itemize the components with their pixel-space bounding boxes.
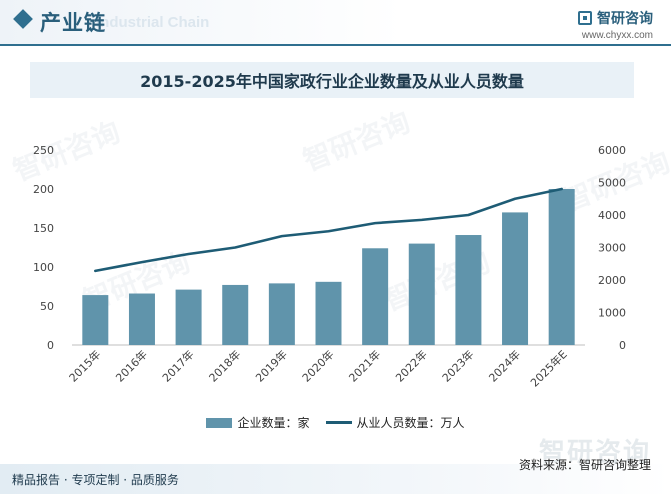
- footer-bar: 精品报告 · 专项定制 · 品质服务: [0, 464, 671, 494]
- bar: [268, 283, 295, 345]
- y-right-tick-label: 0: [619, 339, 626, 352]
- y-right-tick-label: 3000: [598, 242, 626, 255]
- x-tick-label: 2021年: [346, 347, 383, 384]
- y-right-tick-label: 2000: [598, 274, 626, 287]
- bar: [222, 284, 249, 345]
- brand-logo-icon: [578, 11, 592, 25]
- y-left-tick-label: 0: [47, 339, 54, 352]
- section-title: 产业链: [40, 11, 106, 35]
- section-subtitle: Industrial Chain: [96, 14, 210, 31]
- legend-item-line: 从业人员数量：万人: [325, 414, 465, 431]
- bar: [408, 243, 435, 345]
- y-right-tick-label: 6000: [598, 144, 626, 157]
- x-tick-label: 2023年: [439, 347, 476, 384]
- legend-bar-swatch: [206, 417, 233, 428]
- source-note: 资料来源：智研咨询整理: [518, 458, 651, 472]
- x-tick-label: 2016年: [113, 347, 150, 384]
- header-bar: Industrial Chain 产业链 智研咨询 www.chyxx.com: [0, 0, 671, 44]
- bar: [82, 295, 109, 345]
- bar: [128, 293, 155, 345]
- bar: [548, 189, 575, 345]
- bar: [502, 212, 529, 345]
- brand-name: 智研咨询: [597, 11, 653, 27]
- footer-brand-mark: 智研咨询: [538, 438, 651, 468]
- x-tick-label: 2022年: [392, 347, 429, 384]
- legend-line-swatch: [325, 421, 352, 424]
- footer-slogan: 精品报告 · 专项定制 · 品质服务: [12, 473, 179, 487]
- bar: [362, 248, 389, 345]
- legend-label-line: 从业人员数量：万人: [356, 416, 465, 430]
- legend: 企业数量：家 从业人员数量：万人: [0, 414, 671, 431]
- y-right-tick-label: 4000: [598, 209, 626, 222]
- header-divider: [0, 44, 671, 46]
- line-series: [94, 187, 563, 273]
- chart-title-band: 2015-2025年中国家政行业企业数量及从业人员数量: [30, 62, 634, 98]
- x-tick-label: 2020年: [299, 347, 336, 384]
- brand-url: www.chyxx.com: [581, 30, 653, 41]
- x-tick-label: 2015年: [66, 347, 103, 384]
- y-right-tick-label: 1000: [598, 307, 626, 320]
- x-tick-label: 2018年: [206, 347, 243, 384]
- legend-item-bars: 企业数量：家: [206, 414, 310, 431]
- bar: [175, 289, 202, 345]
- y-left-tick-label: 50: [40, 300, 54, 313]
- bar: [315, 281, 342, 345]
- y-left-tick-label: 150: [33, 222, 54, 235]
- brand: 智研咨询 www.chyxx.com: [578, 8, 653, 41]
- legend-label-bars: 企业数量：家: [237, 416, 310, 430]
- x-tick-label: 2024年: [486, 347, 523, 384]
- x-tick-label: 2019年: [253, 347, 290, 384]
- y-left-tick-label: 250: [33, 144, 54, 157]
- x-tick-label: 2025年E: [527, 347, 569, 389]
- x-tick-label: 2017年: [159, 347, 196, 384]
- chart-title: 2015-2025年中国家政行业企业数量及从业人员数量: [140, 72, 524, 91]
- y-right-tick-label: 5000: [598, 177, 626, 190]
- bar: [455, 235, 482, 345]
- y-left-tick-label: 200: [33, 183, 54, 196]
- y-left-tick-label: 100: [33, 261, 54, 274]
